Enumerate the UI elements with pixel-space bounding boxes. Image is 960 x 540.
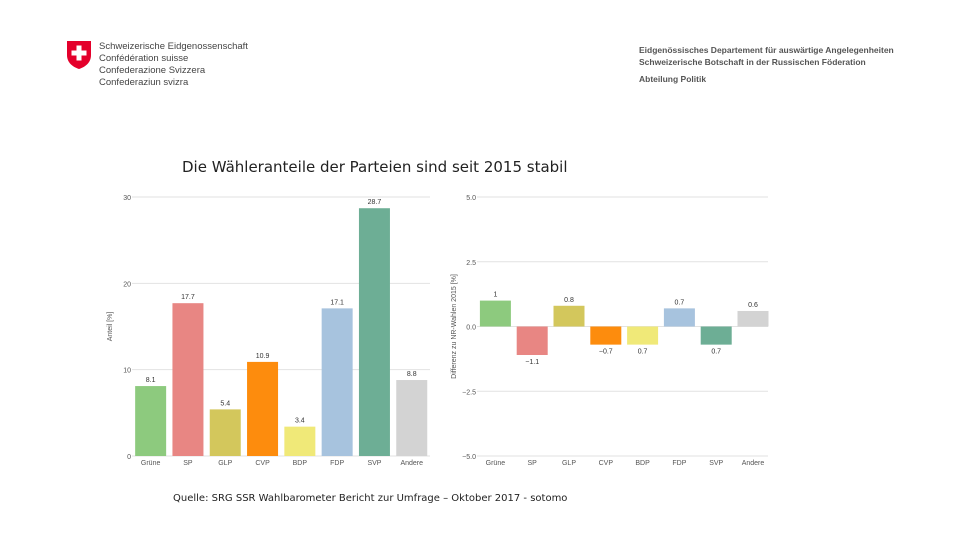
right-chart-value-label: 0.8 bbox=[564, 297, 574, 304]
left-chart-x-tick-label: Andere bbox=[400, 460, 423, 467]
right-chart-value-label: −0.7 bbox=[599, 349, 613, 356]
source-note: Quelle: SRG SSR Wahlbarometer Bericht zu… bbox=[173, 493, 568, 504]
confederation-line-rm: Confederaziun svizra bbox=[99, 77, 189, 88]
right-chart-bar bbox=[479, 300, 511, 327]
left-chart-y-tick-label: 30 bbox=[123, 195, 131, 202]
right-chart-y-tick-label: 2.5 bbox=[466, 260, 476, 267]
left-chart-bar bbox=[247, 361, 279, 456]
left-chart-value-label: 17.1 bbox=[330, 299, 344, 306]
confederation-line-it: Confederazione Svizzera bbox=[99, 65, 206, 76]
right-chart-x-tick-label: GLP bbox=[562, 460, 576, 467]
swiss-cross-shield-icon bbox=[67, 41, 91, 69]
left-chart-x-tick-label: SP bbox=[183, 460, 193, 467]
left-chart-bar bbox=[284, 426, 316, 456]
left-chart-bar bbox=[135, 386, 167, 456]
left-chart-value-label: 10.9 bbox=[256, 353, 270, 360]
right-chart-x-tick-label: SVP bbox=[709, 460, 723, 467]
left-chart-bar bbox=[172, 303, 204, 456]
right-chart-bar bbox=[700, 326, 732, 345]
right-chart-bar bbox=[553, 305, 585, 327]
right-chart-value-label: −1.1 bbox=[525, 359, 539, 366]
left-chart-y-tick-label: 0 bbox=[127, 454, 131, 461]
right-chart-y-tick-label: −2.5 bbox=[462, 389, 476, 396]
division-line: Abteilung Politik bbox=[639, 74, 707, 84]
left-chart-value-label: 28.7 bbox=[368, 199, 382, 206]
right-chart-x-tick-label: FDP bbox=[672, 460, 686, 467]
right-chart-x-tick-label: BDP bbox=[635, 460, 650, 467]
right-chart-value-label: 0.7 bbox=[711, 349, 721, 356]
left-chart-value-label: 17.7 bbox=[181, 294, 195, 301]
right-chart-y-tick-label: 5.0 bbox=[466, 195, 476, 202]
left-chart-x-tick-label: BDP bbox=[293, 460, 308, 467]
confederation-line-fr: Confédération suisse bbox=[99, 53, 189, 64]
right-chart-bar bbox=[590, 326, 622, 345]
right-chart-value-label: 0.6 bbox=[748, 302, 758, 309]
right-chart-value-label: 0.7 bbox=[638, 349, 648, 356]
right-chart-x-tick-label: SP bbox=[528, 460, 538, 467]
right-chart-value-label: 1 bbox=[493, 292, 497, 299]
department-block: Eidgenössisches Departement für auswärti… bbox=[639, 44, 894, 85]
confederation-name: Schweizerische Eidgenossenschaft Confédé… bbox=[99, 41, 248, 89]
left-chart-x-tick-label: GLP bbox=[218, 460, 232, 467]
confederation-line-de: Schweizerische Eidgenossenschaft bbox=[99, 41, 248, 52]
left-chart-x-tick-label: SVP bbox=[367, 460, 381, 467]
embassy-line: Schweizerische Botschaft in der Russisch… bbox=[639, 57, 866, 67]
left-chart-value-label: 8.1 bbox=[146, 377, 156, 384]
department-line: Eidgenössisches Departement für auswärti… bbox=[639, 45, 894, 55]
left-chart-y-tick-label: 20 bbox=[123, 281, 131, 288]
right-chart-bar bbox=[663, 308, 695, 327]
left-chart-value-label: 8.8 bbox=[407, 371, 417, 378]
right-chart-x-tick-label: CVP bbox=[599, 460, 614, 467]
right-chart-y-tick-label: −5.0 bbox=[462, 454, 476, 461]
left-chart-y-tick-label: 10 bbox=[123, 368, 131, 375]
left-chart-bar bbox=[209, 409, 241, 456]
right-chart-x-tick-label: Andere bbox=[742, 460, 765, 467]
left-chart-bar bbox=[358, 208, 390, 456]
left-chart-x-tick-label: CVP bbox=[255, 460, 270, 467]
slide-title: Die Wähleranteile der Parteien sind seit… bbox=[182, 158, 568, 176]
left-chart-value-label: 3.4 bbox=[295, 418, 305, 425]
left-chart-bar bbox=[396, 380, 428, 456]
right-chart-value-label: 0.7 bbox=[675, 299, 685, 306]
right-chart-y-axis-label: Differenz zu NR-Wahlen 2015 [%] bbox=[451, 274, 458, 379]
left-chart-x-tick-label: Grüne bbox=[141, 460, 161, 467]
right-chart-bar bbox=[737, 310, 769, 327]
left-chart-y-axis-label: Anteil [%] bbox=[107, 312, 114, 342]
left-chart-bar bbox=[321, 308, 353, 456]
right-chart-x-tick-label: Grüne bbox=[486, 460, 506, 467]
right-chart-y-tick-label: 0.0 bbox=[466, 325, 476, 332]
left-chart-value-label: 5.4 bbox=[220, 400, 230, 407]
right-chart-bar bbox=[627, 326, 659, 345]
left-chart-x-tick-label: FDP bbox=[330, 460, 344, 467]
right-chart-bar bbox=[516, 326, 548, 355]
